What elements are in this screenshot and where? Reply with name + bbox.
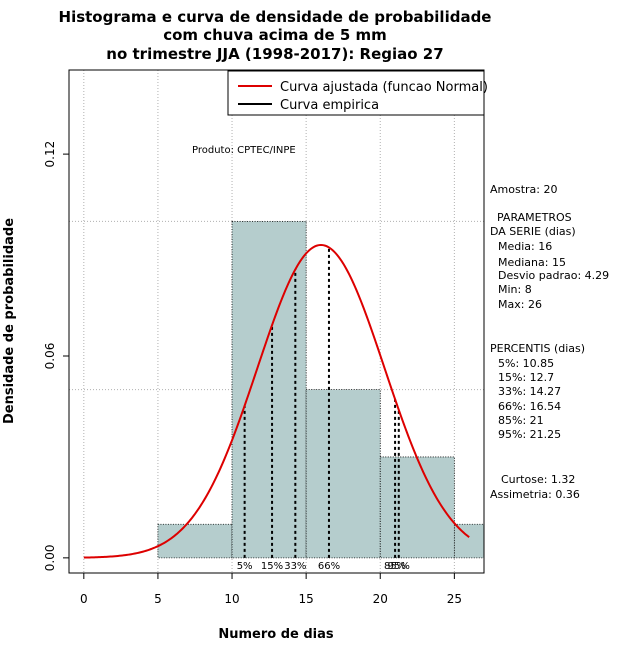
statistics-panel: Amostra: 20 PARAMETROS DA SERIE (dias) M… bbox=[490, 183, 609, 501]
x-tick-label: 15 bbox=[299, 592, 314, 606]
percentil-66: 66%: 16.54 bbox=[498, 400, 561, 413]
y-axis-title: Densidade de probabilidade bbox=[2, 218, 17, 424]
sample-size: Amostra: 20 bbox=[490, 183, 557, 196]
x-axis: 0 5 10 15 20 25 bbox=[80, 572, 462, 606]
percentil-95: 95%: 21.25 bbox=[498, 428, 561, 441]
legend-label-empirical: Curva empirica bbox=[280, 98, 379, 113]
percentile-label: 33% bbox=[284, 561, 306, 572]
param-mediana: Mediana: 15 bbox=[498, 256, 566, 269]
percentil-5: 5%: 10.85 bbox=[498, 357, 554, 370]
y-tick-label: 0.12 bbox=[43, 141, 57, 168]
percentil-15: 15%: 12.7 bbox=[498, 371, 554, 384]
assimetria: Assimetria: 0.36 bbox=[490, 488, 580, 501]
params-header-1: PARAMETROS bbox=[497, 211, 572, 224]
param-desvio: Desvio padrao: 4.29 bbox=[498, 269, 609, 282]
percentile-label: 95% bbox=[388, 561, 410, 572]
param-min: Min: 8 bbox=[498, 283, 532, 296]
x-tick-label: 25 bbox=[447, 592, 462, 606]
curtose: Curtose: 1.32 bbox=[501, 473, 575, 486]
percentile-label: 15% bbox=[261, 561, 283, 572]
histogram-bar bbox=[305, 389, 381, 559]
chart-title-line-2: com chuva acima de 5 mm bbox=[163, 26, 387, 44]
legend-box bbox=[227, 70, 485, 116]
percentile-label: 85% bbox=[384, 561, 406, 572]
percentile-lines: 5% 15% 33% 66% 85%95% bbox=[237, 247, 410, 572]
params-header-2: DA SERIE (dias) bbox=[490, 225, 576, 238]
x-tick-label: 10 bbox=[224, 592, 239, 606]
percentile-label: 5% bbox=[237, 561, 253, 572]
percentile-label: 66% bbox=[318, 561, 340, 572]
param-media: Media: 16 bbox=[498, 240, 552, 253]
chart-title-line-3: no trimestre JJA (1998-2017): Regiao 27 bbox=[106, 45, 443, 63]
y-tick-label: 0.00 bbox=[43, 545, 57, 572]
percentis-header: PERCENTIS (dias) bbox=[490, 342, 585, 355]
percentil-85: 85%: 21 bbox=[498, 414, 544, 427]
x-tick-label: 0 bbox=[80, 592, 88, 606]
x-tick-label: 20 bbox=[373, 592, 388, 606]
param-max: Max: 26 bbox=[498, 298, 542, 311]
percentil-33: 33%: 14.27 bbox=[498, 385, 561, 398]
legend-label-fitted: Curva ajustada (funcao Normal) bbox=[280, 80, 488, 95]
product-annotation: Produto: CPTEC/INPE bbox=[192, 145, 296, 156]
fitted-curve-layer bbox=[83, 243, 470, 559]
x-tick-label: 5 bbox=[154, 592, 162, 606]
x-axis-title: Numero de dias bbox=[218, 627, 334, 642]
y-axis: 0.00 0.06 0.12 bbox=[43, 141, 70, 572]
fitted-normal-curve bbox=[83, 243, 470, 559]
legend: Curva ajustada (funcao Normal) Curva emp… bbox=[227, 70, 488, 116]
histogram-bar bbox=[157, 523, 233, 559]
chart-title-line-1: Histograma e curva de densidade de proba… bbox=[59, 8, 492, 26]
y-tick-label: 0.06 bbox=[43, 343, 57, 370]
